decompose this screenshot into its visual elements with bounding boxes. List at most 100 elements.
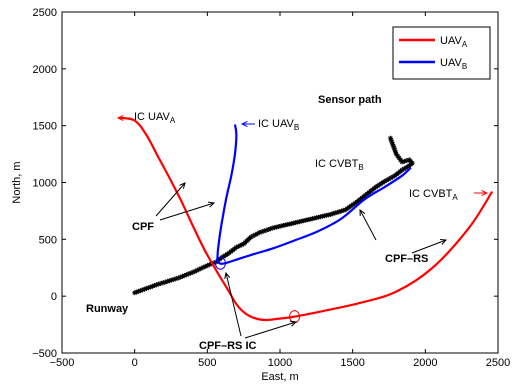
sensor-path-marker [190,269,196,275]
x-tick-label: −500 [50,357,75,369]
sensor-path-marker [297,219,303,225]
sensor-path-marker [282,222,288,228]
sensor-path-marker [402,158,408,164]
sensor-path-marker [387,135,393,141]
circle-marker-1 [214,256,226,270]
sensor-path-marker [338,208,344,214]
sensor-path-marker [305,217,311,223]
series-line-uav-b [216,124,412,265]
arrow-cpf-rs-ic-b [244,320,298,339]
legend-label-uav-a: UAVA [440,35,468,49]
sensor-path-marker [169,277,175,283]
sensor-path-marker [390,174,396,180]
sensor-path-marker [181,273,187,279]
sensor-path-marker [202,263,208,269]
x-tick-label: 1000 [268,357,292,369]
sensor-path-marker [293,220,299,226]
sensor-path-marker [171,276,177,282]
sensor-path-marker [221,253,227,259]
sensor-path-marker [194,267,200,273]
sensor-path-marker [173,276,179,282]
arrow-cpf-b-shaft [159,202,215,221]
y-tick-label: 1500 [33,121,57,133]
sensor-path-marker [324,212,330,218]
arrow-ic-cvbt-a-head [481,189,489,197]
sensor-path-marker [263,227,269,233]
sensor-path-marker [248,234,254,240]
sensor-path-marker [156,281,162,287]
arrow-cpf-rs-b-shaft [411,239,447,254]
sensor-path-marker [317,214,323,220]
sensor-path-marker [252,232,258,238]
arrow-cpf-rs-b-head [439,238,448,245]
sensor-path-marker [140,287,146,293]
sensor-path-marker [401,166,407,172]
arrow-cpf-rs-ic-b-head [289,320,298,327]
sensor-path-marker [164,278,170,284]
sensor-path-marker [278,223,284,229]
sensor-path-marker [250,233,256,239]
legend-box [392,26,491,80]
arrow-cpf-b-head [207,201,216,208]
sensor-path-marker [153,282,159,288]
sensor-path-marker [259,229,265,235]
sensor-path-marker [158,280,164,286]
sensor-path-marker [207,262,213,268]
sensor-path-marker [393,151,399,157]
x-tick-label: 1500 [340,357,364,369]
annotation-cpf: CPF [132,221,154,233]
sensor-path-marker [186,271,192,277]
sensor-path-marker [284,222,290,228]
sensor-path-marker [136,288,142,294]
sensor-path-marker [276,224,282,230]
arrow-cpf-a-head [179,182,186,189]
plot-area [61,11,499,354]
sensor-path-marker [320,213,326,219]
y-tick-label: −500 [32,348,57,360]
arrow-cpf-rs-ic-a [224,271,242,337]
sensor-path-marker [146,285,152,291]
sensor-path-marker [204,262,210,268]
sensor-path-marker [406,157,412,163]
x-tick-label: 500 [198,357,216,369]
sensor-path-marker [340,207,346,213]
sensor-path-marker [303,217,309,223]
sensor-path-marker [196,266,202,272]
sensor-path-marker [390,143,396,149]
sensor-path-marker [162,279,168,285]
annotation-cpf-rs-ic: CPF–RS IC [199,340,257,352]
sensor-path-marker [270,225,276,231]
sensor-path-marker [334,209,340,215]
x-axis-ticks: −500 0 500 1000 1500 2000 2500 [50,12,510,369]
sensor-path-marker [404,158,410,164]
sensor-path-marker [188,270,194,276]
sensor-path-marker [200,264,206,270]
sensor-path-marker [388,137,394,143]
sensor-path-marker [382,178,388,184]
sensor-path-marker [138,288,144,294]
sensor-path-marker [392,147,398,153]
arrow-cpf-rs-ic-a-head [224,271,231,279]
sensor-path-marker [311,215,317,221]
sensor-path-marker [391,145,397,151]
sensor-path-marker [198,265,204,271]
annotation-ic-cvbt-a: IC CVBTA [409,188,458,202]
sensor-path-marker [384,177,390,183]
arrow-cpf-rs-a [359,208,377,241]
sensor-path-marker [386,176,392,182]
sensor-path-marker [223,252,228,258]
sensor-path-marker [328,211,334,217]
y-axis-label: North, m [11,161,23,203]
sensor-path-marker [254,231,260,237]
sensor-path-marker [336,209,342,215]
sensor-path-marker [389,139,395,145]
arrow-cpf-a-shaft [155,182,186,217]
arrow-cpf-rs-ic-a-shaft [225,272,242,337]
sensor-path-marker [148,284,154,290]
sensor-path-marker [179,273,185,279]
sensor-path-marker [150,283,156,289]
sensor-path-marker [151,283,157,289]
legend-label-uav-b: UAVB [440,57,467,71]
sensor-path-marker [313,215,319,221]
